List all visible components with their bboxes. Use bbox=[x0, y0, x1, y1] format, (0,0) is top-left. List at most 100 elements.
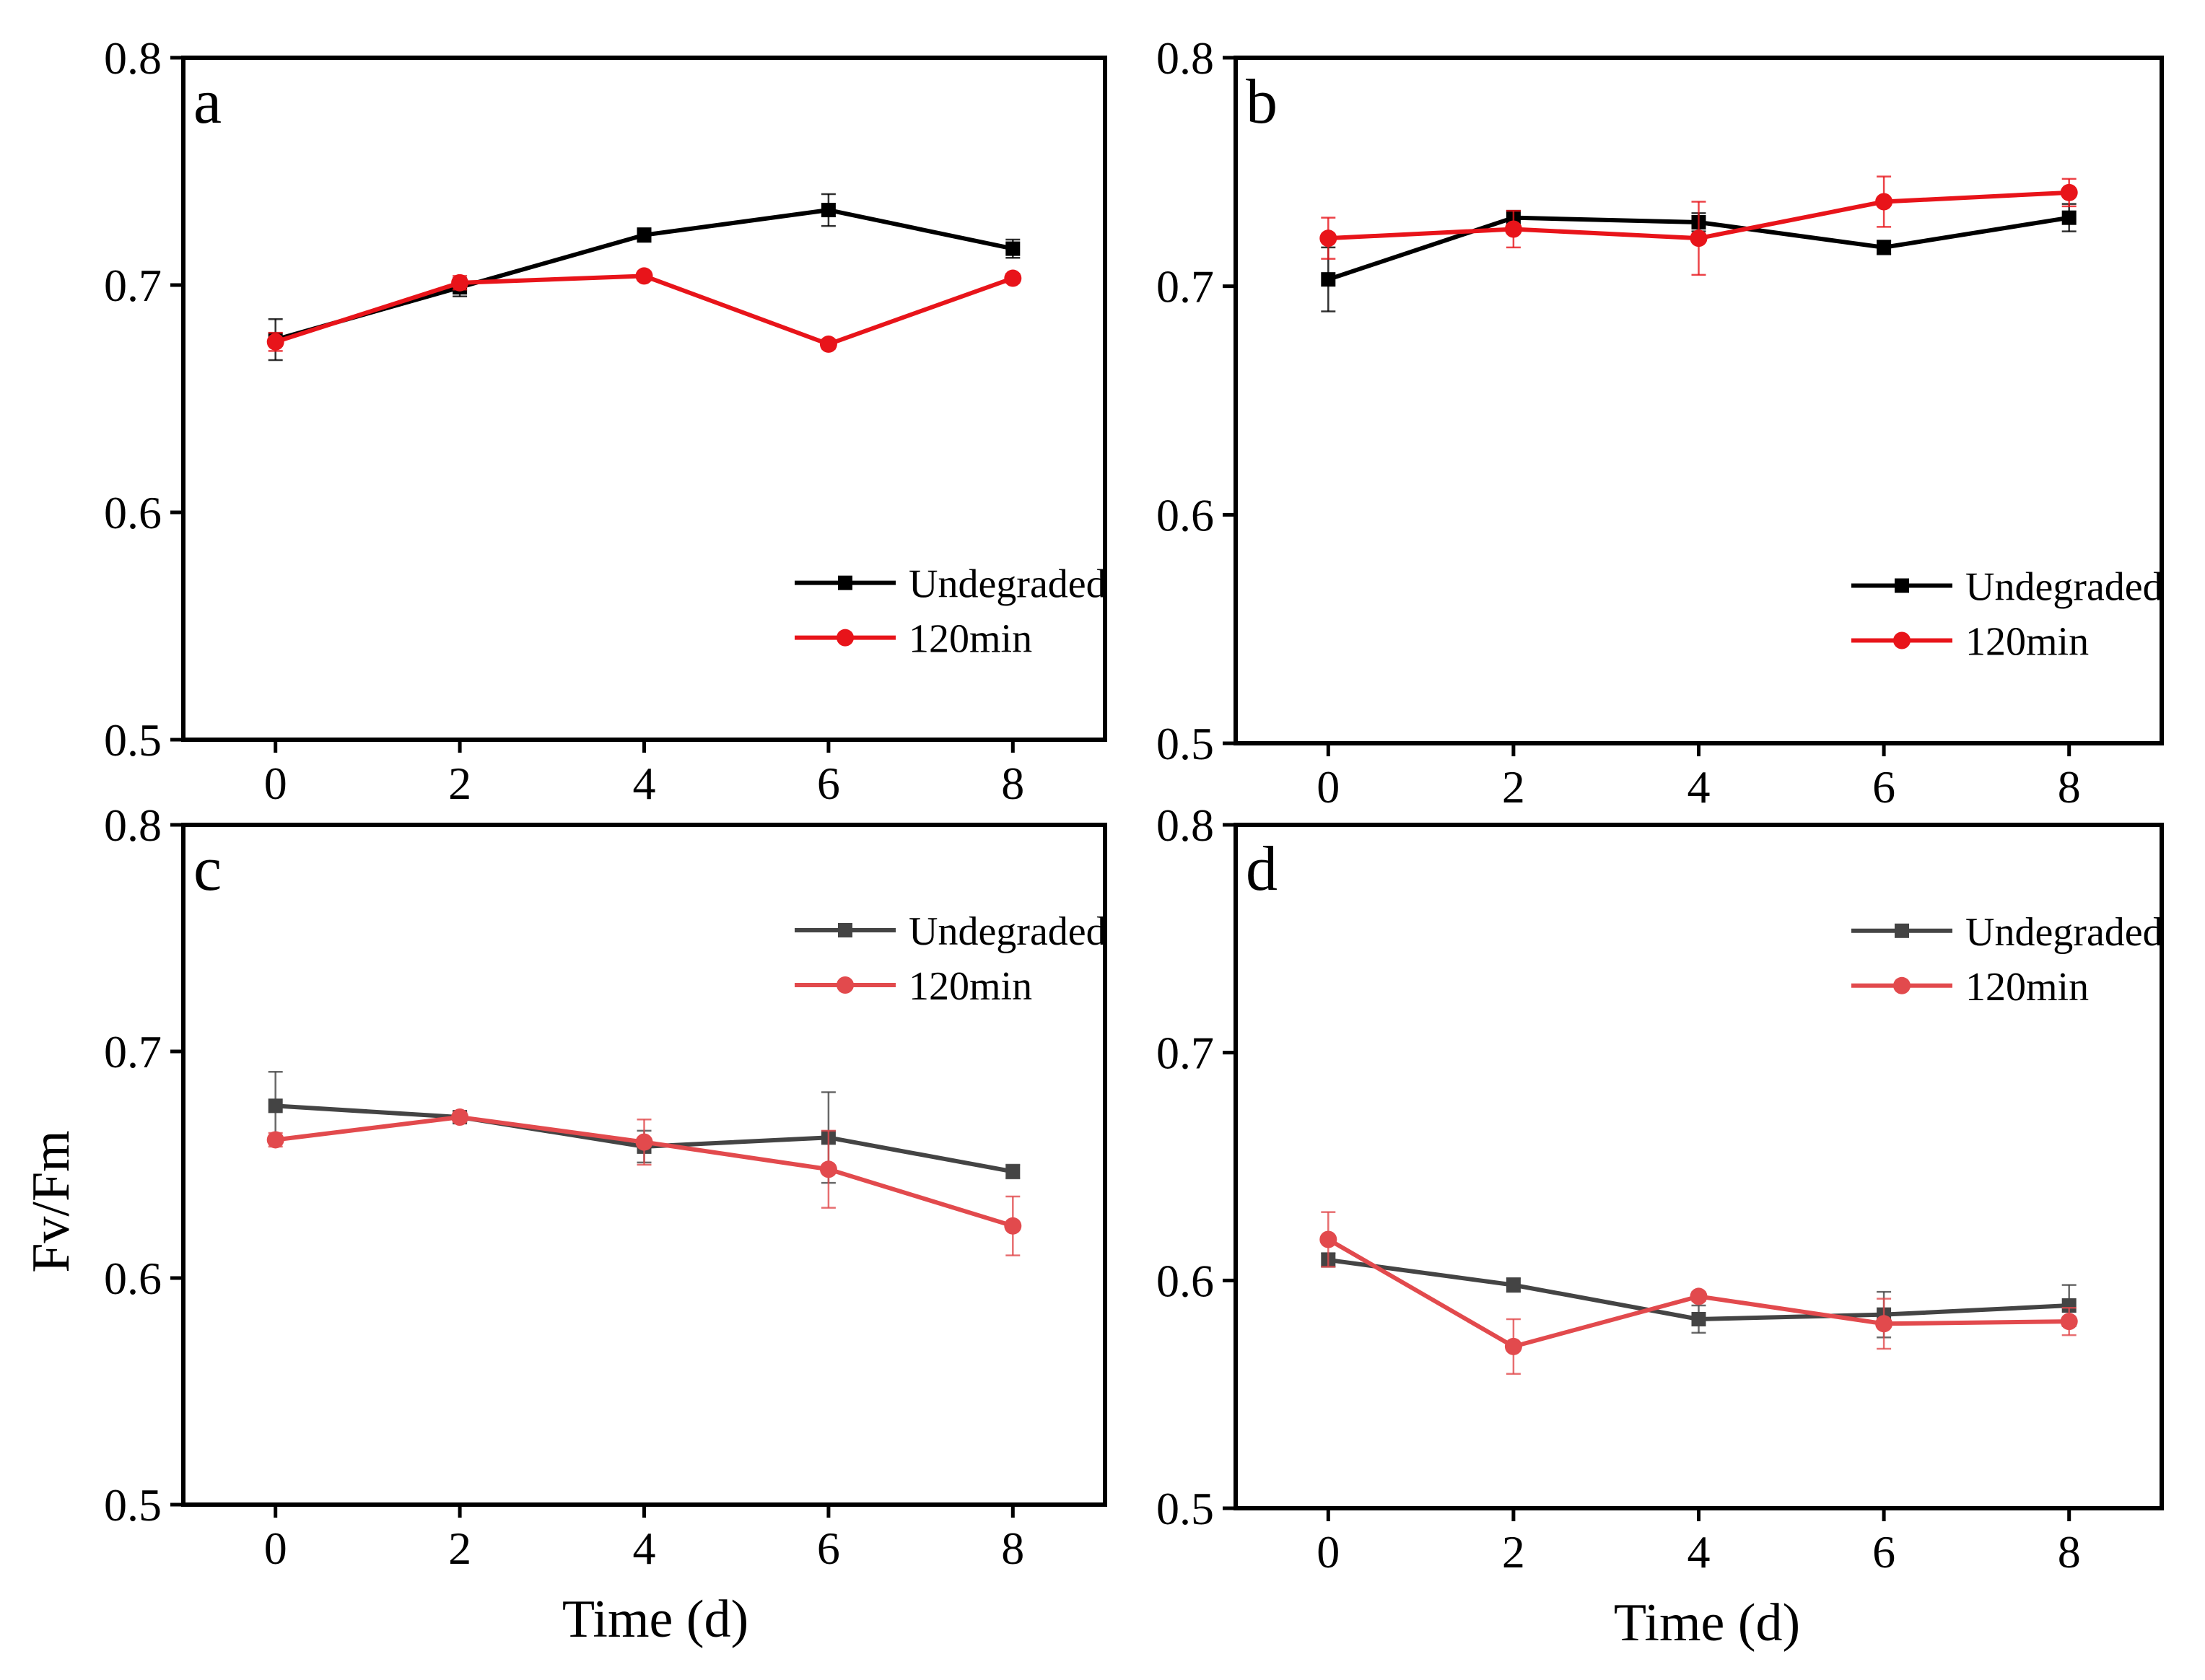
series-c-1 bbox=[266, 1108, 1022, 1256]
x-tick-label: 2 bbox=[448, 1523, 471, 1574]
data-point bbox=[451, 1108, 469, 1126]
data-point bbox=[266, 1131, 284, 1149]
legend-c: Undegraded 120min bbox=[795, 909, 1106, 1009]
x-tick-label: 0 bbox=[264, 1523, 287, 1574]
series-d-1 bbox=[1319, 1211, 2078, 1375]
legend-marker bbox=[838, 575, 852, 590]
x-tick-label: 8 bbox=[2058, 1526, 2081, 1578]
series-b-1 bbox=[1319, 175, 2078, 276]
x-tick-label: 2 bbox=[1502, 1526, 1525, 1578]
y-axis-title: Fv/Fm bbox=[22, 1130, 81, 1272]
x-tick-label: 0 bbox=[1317, 1526, 1340, 1578]
data-point bbox=[1319, 229, 1337, 248]
data-point bbox=[1005, 1164, 1021, 1179]
y-tick-label: 0.7 bbox=[104, 1026, 162, 1077]
data-point bbox=[2061, 210, 2077, 225]
x-tick-label: 0 bbox=[264, 758, 287, 809]
panel-letter: c bbox=[193, 834, 222, 904]
data-point bbox=[2061, 1298, 2077, 1313]
data-point bbox=[1875, 1315, 1893, 1333]
x-tick-label: 8 bbox=[1001, 758, 1024, 809]
data-point bbox=[637, 227, 652, 242]
series-a-1 bbox=[266, 267, 1022, 353]
data-point bbox=[1506, 1277, 1521, 1292]
data-point bbox=[266, 333, 284, 351]
data-point bbox=[1504, 1337, 1522, 1355]
y-tick-label: 0.8 bbox=[1156, 800, 1214, 851]
x-tick-label: 6 bbox=[817, 1523, 840, 1574]
y-tick-label: 0.7 bbox=[1156, 261, 1214, 312]
data-point bbox=[1690, 1287, 1708, 1305]
legend-label: Undegraded bbox=[909, 909, 1106, 954]
legend-label: 120min bbox=[1965, 620, 2089, 665]
data-point bbox=[1005, 241, 1021, 256]
x-tick-label: 6 bbox=[1872, 761, 1895, 813]
legend-marker bbox=[837, 976, 854, 994]
legend-label: 120min bbox=[909, 617, 1032, 662]
panel-c: 0.5 0.6 0.7 0.8 0 2 4 6 8 c Undegraded 120min bbox=[104, 800, 1107, 1574]
data-point bbox=[635, 267, 653, 285]
x-tick-label: 8 bbox=[1001, 1523, 1024, 1574]
y-tick-label: 0.7 bbox=[104, 260, 162, 311]
legend-label: Undegraded bbox=[1965, 565, 2163, 610]
panel-letter: a bbox=[193, 67, 222, 137]
legend-label: Undegraded bbox=[909, 562, 1106, 607]
legend-d: Undegraded 120min bbox=[1851, 910, 2163, 1010]
data-point bbox=[1004, 269, 1022, 287]
y-tick-label: 0.5 bbox=[1156, 718, 1214, 769]
legend-marker bbox=[1895, 923, 1909, 938]
y-tick-label: 0.6 bbox=[1156, 489, 1214, 541]
panel-d: 0.5 0.6 0.7 0.8 0 2 4 6 8 d Undegraded 120min bbox=[1156, 800, 2164, 1578]
data-point bbox=[1877, 240, 1892, 255]
legend-b: Undegraded 120min bbox=[1851, 565, 2163, 665]
x-tick-label: 6 bbox=[1872, 1526, 1895, 1578]
data-point bbox=[1690, 229, 1708, 248]
legend-marker bbox=[1893, 976, 1911, 994]
legend-marker bbox=[1895, 578, 1909, 593]
data-point bbox=[1691, 1311, 1706, 1326]
data-point bbox=[1875, 193, 1893, 211]
y-tick-label: 0.8 bbox=[104, 800, 162, 851]
x-tick-label: 4 bbox=[1687, 1526, 1711, 1578]
legend-marker bbox=[837, 629, 854, 647]
y-tick-label: 0.5 bbox=[104, 714, 162, 766]
legend-label: 120min bbox=[909, 964, 1032, 1009]
data-point bbox=[1504, 220, 1522, 238]
y-tick-label: 0.5 bbox=[104, 1479, 162, 1531]
x-tick-label: 0 bbox=[1317, 761, 1340, 813]
y-tick-label: 0.6 bbox=[1156, 1255, 1214, 1306]
data-point bbox=[819, 335, 837, 353]
y-tick-label: 0.8 bbox=[1156, 32, 1214, 84]
data-point bbox=[1321, 272, 1336, 287]
x-tick-label: 6 bbox=[817, 758, 840, 809]
legend-label: Undegraded bbox=[1965, 910, 2163, 955]
y-tick-label: 0.6 bbox=[104, 487, 162, 538]
legend-a: Undegraded 120min bbox=[795, 562, 1106, 662]
data-point bbox=[2060, 183, 2078, 201]
x-axis-title-panel-c: Time (d) bbox=[562, 1590, 748, 1649]
x-tick-label: 4 bbox=[1687, 761, 1711, 813]
y-tick-label: 0.7 bbox=[1156, 1028, 1214, 1079]
data-point bbox=[821, 203, 836, 218]
data-point bbox=[1004, 1217, 1022, 1235]
y-tick-label: 0.5 bbox=[1156, 1483, 1214, 1534]
x-tick-label: 4 bbox=[633, 758, 656, 809]
x-tick-label: 2 bbox=[1502, 761, 1525, 813]
data-point bbox=[2060, 1313, 2078, 1331]
x-axis-title-panel-d: Time (d) bbox=[1614, 1593, 1800, 1653]
data-point bbox=[635, 1133, 653, 1151]
panel-letter: d bbox=[1246, 834, 1278, 904]
data-point bbox=[1319, 1230, 1337, 1248]
panel-b: 0.5 0.6 0.7 0.8 0 2 4 6 8 b Undegraded 120min bbox=[1156, 32, 2164, 813]
y-tick-label: 0.8 bbox=[104, 32, 162, 84]
data-point bbox=[268, 1098, 283, 1114]
legend-marker bbox=[1893, 631, 1911, 649]
x-tick-label: 2 bbox=[448, 758, 471, 809]
legend-marker bbox=[838, 923, 852, 938]
legend-label: 120min bbox=[1965, 965, 2089, 1010]
panel-letter: b bbox=[1246, 67, 1278, 137]
x-tick-label: 8 bbox=[2058, 761, 2081, 813]
data-point bbox=[451, 274, 469, 292]
panel-a: 0.5 0.6 0.7 0.8 0 2 4 6 8 a Undegraded 120min bbox=[104, 32, 1107, 809]
